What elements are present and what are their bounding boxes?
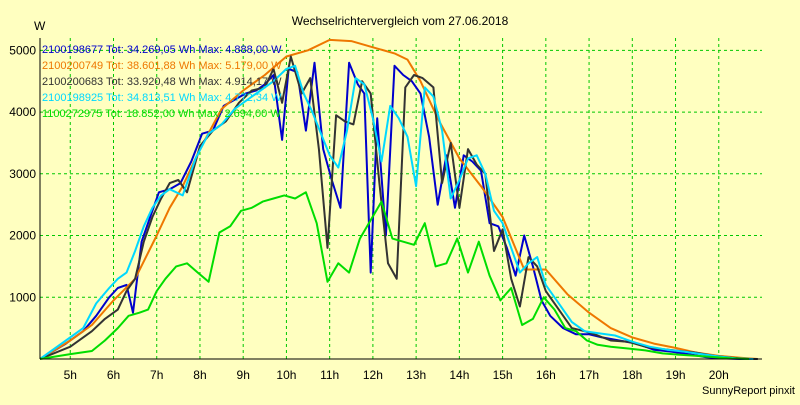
x-tick-label: 14h xyxy=(449,368,469,382)
y-tick-label: 2000 xyxy=(9,229,36,243)
x-tick-label: 10h xyxy=(276,368,296,382)
legend: 2100198677 Tot: 34.269,05 Wh Max: 4.888,… xyxy=(42,44,282,120)
legend-entry: 2100200749 Tot: 38.601,88 Wh Max: 5.179,… xyxy=(42,60,282,72)
chart-title: Wechselrichtervergleich vom 27.06.2018 xyxy=(292,14,509,28)
x-tick-label: 16h xyxy=(536,368,556,382)
series-line-2 xyxy=(39,38,758,360)
x-tick-label: 11h xyxy=(320,368,339,382)
series-line-5 xyxy=(39,191,750,360)
x-tick-label: 8h xyxy=(193,368,206,382)
series-line-1 xyxy=(39,61,758,360)
x-tick-label: 18h xyxy=(622,368,642,382)
series-lines xyxy=(39,38,758,360)
x-tick-label: 13h xyxy=(406,368,426,382)
x-tick-label: 15h xyxy=(493,368,513,382)
y-tick-label: 1000 xyxy=(9,290,36,304)
legend-entry: 2100200683 Tot: 33.920,48 Wh Max: 4.914,… xyxy=(42,76,282,88)
x-tick-label: 12h xyxy=(363,368,383,382)
x-tick-labels: 5h 6h 7h 8h 9h 10h 11h 12h 13h 14h 15h 16h 17h 18h 19h… xyxy=(64,368,729,382)
legend-entry: 1100272975 Tot: 18.852,00 Wh Max: 2.694,… xyxy=(42,108,281,120)
axes xyxy=(39,38,762,360)
x-tick-label: 20h xyxy=(709,368,729,382)
x-tick-label: 17h xyxy=(579,368,599,382)
y-tick-label: 5000 xyxy=(9,43,36,57)
x-tick-label: 19h xyxy=(666,368,686,382)
series-line-4 xyxy=(39,64,754,360)
x-tick-label: 5h xyxy=(64,368,77,382)
x-tick-label: 9h xyxy=(237,368,250,382)
y-tick-labels: 1000 2000 3000 4000 5000 xyxy=(9,43,36,304)
x-tick-label: 6h xyxy=(107,368,120,382)
y-tick-label: 4000 xyxy=(9,105,36,119)
y-tick-label: 3000 xyxy=(9,167,36,181)
x-tick-label: 7h xyxy=(150,368,163,382)
credit-text: SunnyReport pinxit xyxy=(702,385,795,397)
legend-entry: 2100198925 Tot: 34.813,51 Wh Max: 4.772,… xyxy=(42,92,282,104)
legend-entry: 2100198677 Tot: 34.269,05 Wh Max: 4.888,… xyxy=(42,44,282,56)
y-axis-unit-label: W xyxy=(34,19,46,33)
